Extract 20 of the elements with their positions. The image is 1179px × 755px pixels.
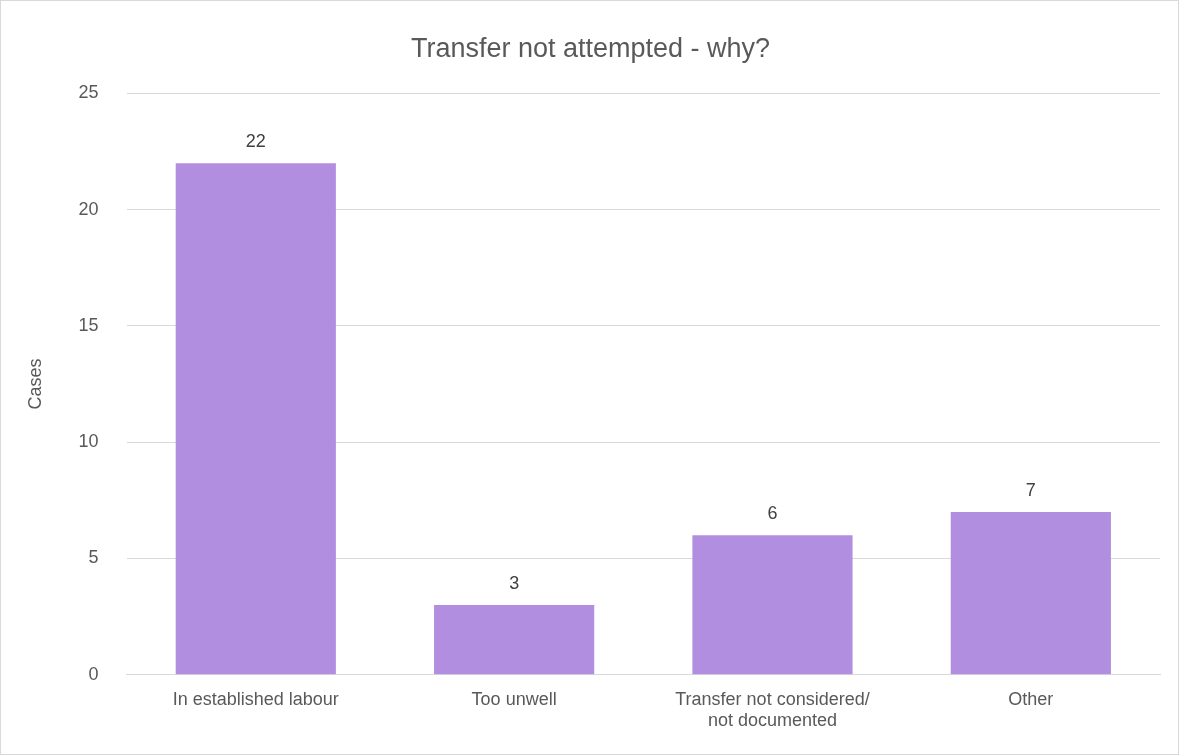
x-tick-label: Too unwell (471, 688, 557, 709)
data-label: 7 (1025, 479, 1036, 500)
data-label: 6 (767, 503, 778, 524)
bar (175, 163, 336, 675)
y-tick-label: 0 (88, 663, 99, 684)
data-label: 3 (509, 573, 520, 593)
x-tick-label: Other (1008, 688, 1054, 709)
y-axis-title: Cases (24, 358, 45, 410)
bar (950, 512, 1111, 675)
x-tick-label: Transfer not considered/ not documented (675, 688, 870, 731)
y-tick-label: 25 (78, 82, 99, 103)
bar (434, 605, 595, 675)
chart-title: Transfer not attempted - why? (410, 32, 771, 63)
bar (692, 535, 853, 675)
data-label: 22 (245, 131, 266, 152)
x-tick-label: In established labour (172, 688, 339, 709)
y-tick-label: 20 (78, 198, 99, 219)
y-tick-label: 5 (88, 547, 99, 568)
y-tick-label: 10 (78, 431, 99, 452)
y-tick-label: 15 (78, 314, 99, 335)
